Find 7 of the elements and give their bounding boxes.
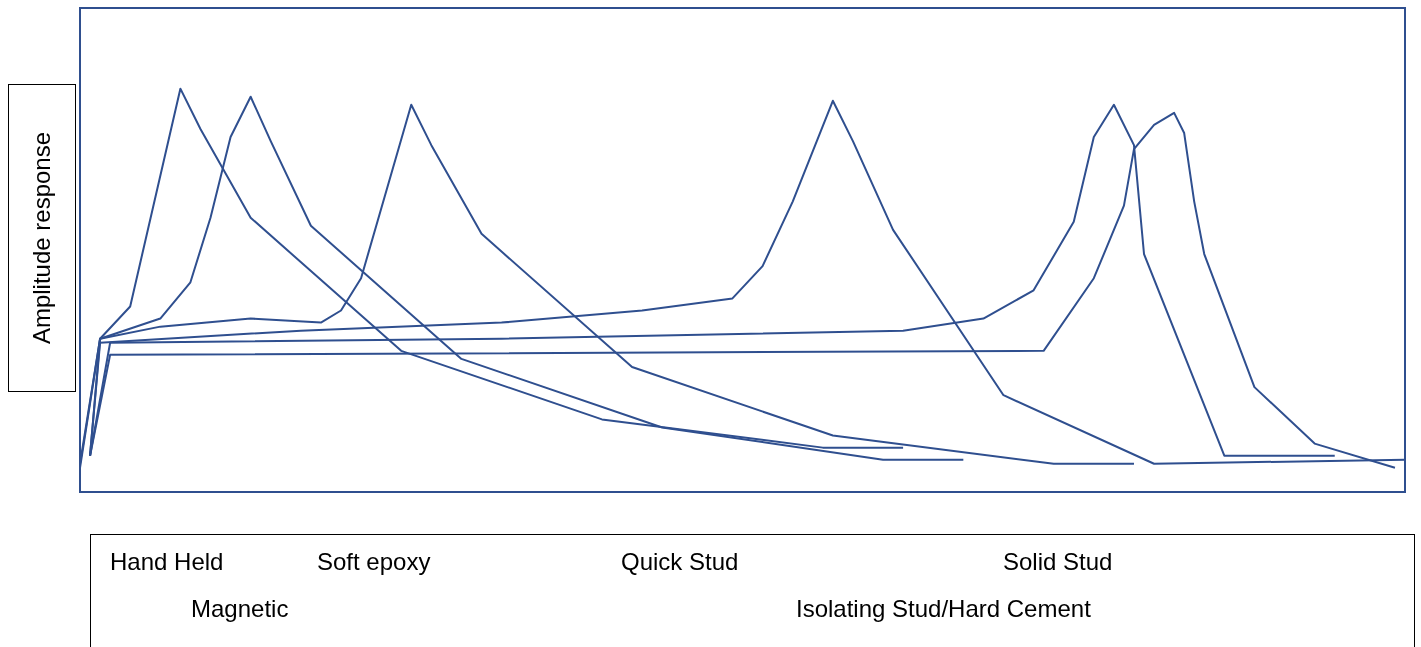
text: Soft epoxy <box>317 548 431 576</box>
text: Isolating Stud/Hard Cement <box>796 595 1091 623</box>
text: Solid Stud <box>1003 548 1113 576</box>
text: Quick Stud <box>621 548 739 576</box>
y-axis-title: Amplitude response <box>28 131 56 345</box>
text: Magnetic <box>191 595 289 623</box>
text: Hand Held <box>110 548 224 576</box>
